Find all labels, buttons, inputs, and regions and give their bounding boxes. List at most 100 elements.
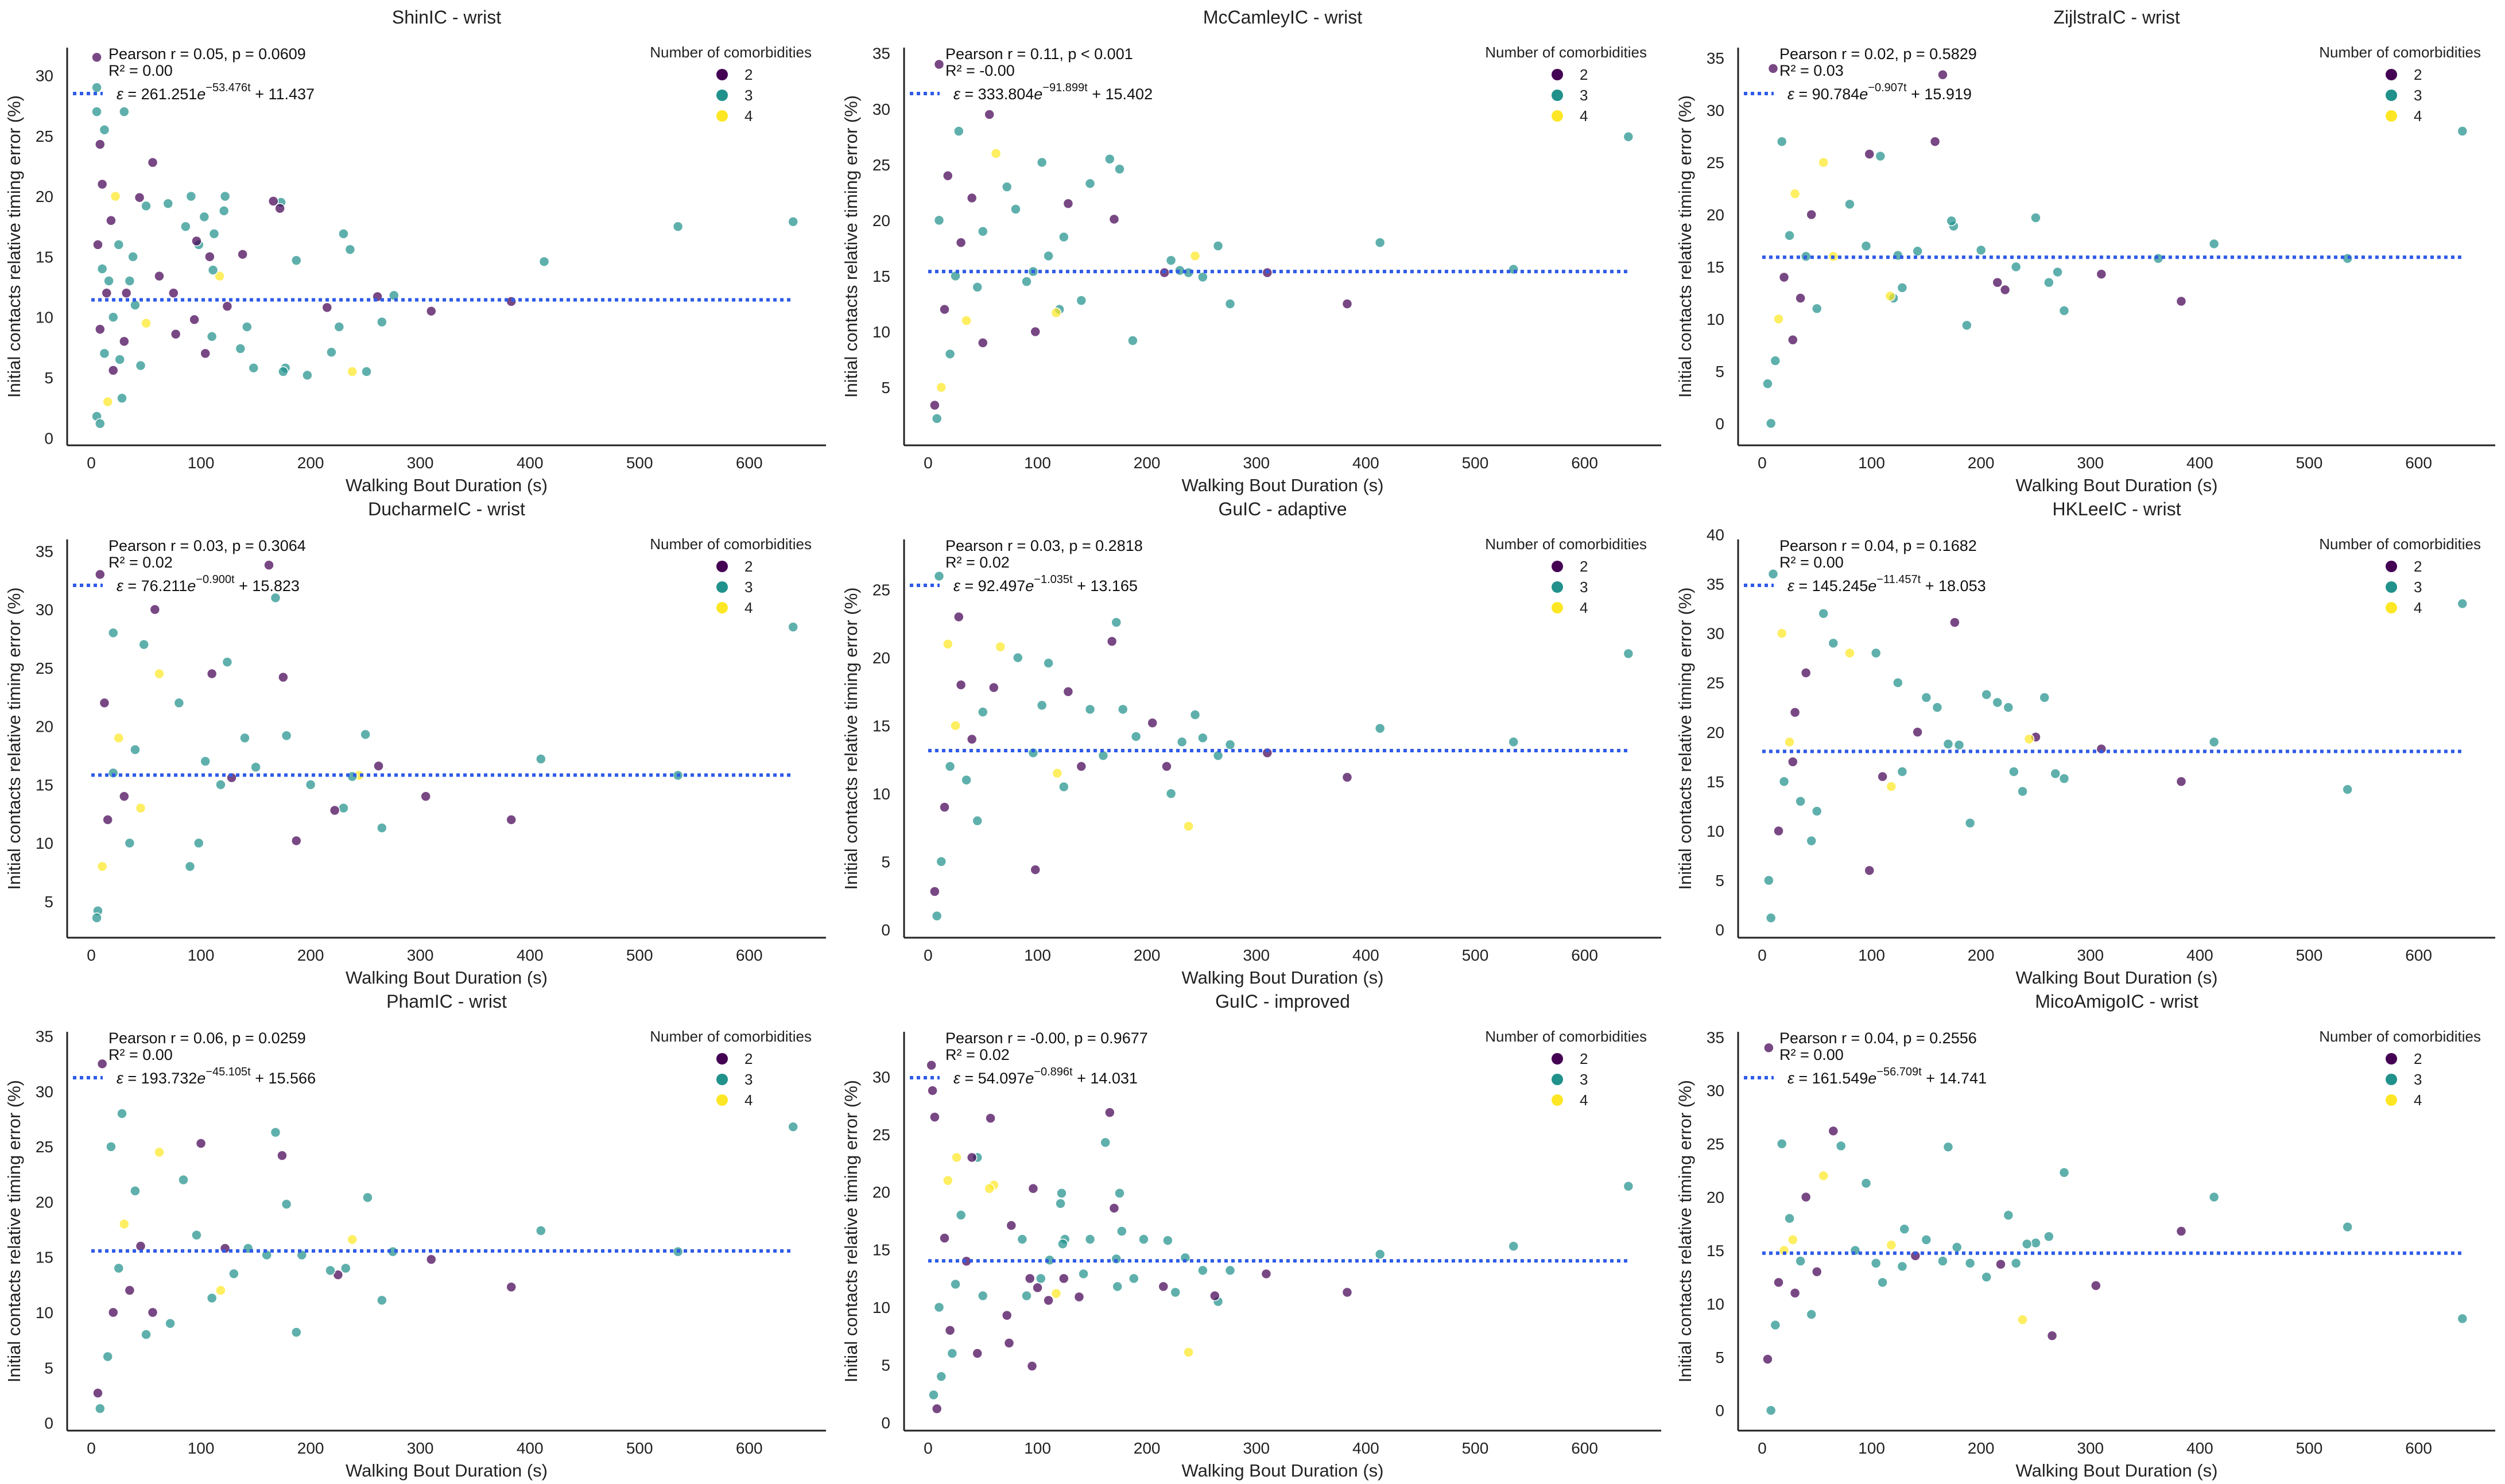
fit-equation: ε = 90.784e−0.907t + 15.919	[1787, 81, 1972, 103]
x-tick-label: 100	[1858, 946, 1885, 964]
data-point	[95, 324, 106, 335]
data-point	[263, 560, 274, 571]
data-point	[242, 321, 253, 332]
legend-marker	[1552, 602, 1563, 613]
data-point	[1189, 709, 1201, 720]
x-tick-label: 100	[1024, 946, 1051, 964]
x-tick-label: 100	[188, 1439, 215, 1457]
y-tick-label: 5	[881, 853, 890, 871]
data-point	[1076, 761, 1087, 772]
y-tick-label: 10	[1707, 1295, 1724, 1313]
data-point	[135, 360, 146, 371]
x-tick-label: 500	[626, 1439, 653, 1457]
data-point	[189, 314, 200, 325]
data-point	[1932, 702, 1943, 713]
data-point	[91, 912, 102, 923]
legend-marker	[716, 90, 728, 101]
data-point	[214, 270, 225, 282]
data-point	[1811, 303, 1822, 314]
data-point	[206, 331, 218, 342]
y-tick-label: 15	[36, 248, 53, 266]
data-point	[977, 706, 988, 718]
data-point	[1129, 1273, 1139, 1284]
r-squared-annotation: R² = 0.00	[1779, 554, 1844, 571]
data-point	[1170, 1287, 1181, 1298]
x-tick-label: 0	[1758, 454, 1767, 472]
y-tick-label: 15	[36, 776, 53, 794]
data-point	[278, 671, 289, 683]
data-point	[1828, 638, 1839, 649]
equation-e: e	[187, 577, 196, 595]
data-point	[788, 216, 798, 227]
data-point	[119, 106, 130, 117]
data-point	[184, 861, 196, 872]
legend-label: 3	[744, 578, 753, 596]
data-point	[420, 791, 431, 802]
data-point	[977, 337, 988, 348]
data-point	[102, 1351, 113, 1362]
data-point	[141, 200, 152, 212]
equation-epsilon: ε	[117, 577, 124, 595]
data-point	[1212, 240, 1224, 251]
data-point	[191, 235, 202, 247]
data-point	[173, 697, 185, 709]
x-tick-label: 100	[1024, 454, 1051, 472]
data-point	[972, 1348, 983, 1359]
data-point	[103, 275, 114, 286]
r-squared-annotation: R² = -0.00	[945, 62, 1015, 79]
equation-exponent: −1.035t	[1034, 573, 1073, 586]
data-point	[972, 815, 983, 826]
fit-equation: ε = 54.097e−0.896t + 14.031	[953, 1066, 1138, 1087]
data-point	[1951, 1242, 1963, 1253]
data-point	[936, 1371, 947, 1382]
x-tick-label: 100	[188, 454, 215, 472]
legend-marker	[716, 602, 728, 613]
fit-equation: ε = 261.251e−53.476t + 11.437	[117, 81, 315, 103]
data-point	[180, 221, 191, 232]
equation-epsilon: ε	[1787, 577, 1795, 595]
legend-marker	[1552, 1053, 1563, 1065]
data-point	[995, 641, 1006, 652]
data-point	[1224, 298, 1236, 309]
data-point	[117, 1108, 127, 1119]
subplot: MicoAmigoIC - wrist 0 100 200 300 400 500 600 0 5…	[1675, 991, 2495, 1481]
equation-plus: +	[1073, 577, 1091, 595]
equation-equals: =	[123, 577, 141, 595]
data-point	[1003, 1338, 1015, 1349]
equation-constant: 14.741	[1940, 1070, 1987, 1087]
data-point	[1024, 1273, 1036, 1284]
legend-marker	[1552, 1094, 1563, 1106]
y-tick-label: 30	[1707, 102, 1724, 119]
data-point	[154, 1147, 165, 1158]
equation-epsilon: ε	[117, 86, 124, 103]
data-point	[2096, 743, 2107, 755]
equation-e: e	[1025, 1070, 1034, 1087]
x-axis-label: Walking Bout Duration (s)	[346, 968, 548, 988]
data-point	[248, 362, 259, 374]
data-point	[340, 1262, 351, 1274]
data-point	[1063, 686, 1074, 697]
equation-epsilon: ε	[953, 1070, 961, 1087]
y-tick-label: 20	[36, 188, 53, 205]
data-point	[1043, 250, 1054, 262]
data-point	[110, 191, 121, 202]
data-point	[2039, 692, 2050, 703]
data-point	[325, 1265, 336, 1276]
data-point	[942, 1175, 953, 1186]
data-point	[130, 300, 141, 310]
data-point	[2030, 1237, 2041, 1249]
equation-constant: 15.566	[269, 1070, 316, 1087]
data-point	[2457, 126, 2468, 137]
data-point	[1877, 771, 1888, 782]
data-point	[1114, 1187, 1125, 1199]
y-tick-label: 30	[1707, 625, 1724, 643]
data-point	[1795, 796, 1806, 807]
x-tick-label: 400	[2186, 946, 2213, 964]
data-point	[1076, 295, 1087, 306]
data-point	[2058, 305, 2070, 316]
data-point	[168, 288, 179, 298]
x-tick-label: 500	[1462, 1439, 1489, 1457]
data-point	[1946, 215, 1957, 227]
data-point	[1800, 667, 1812, 678]
equation-e: e	[197, 1070, 205, 1087]
